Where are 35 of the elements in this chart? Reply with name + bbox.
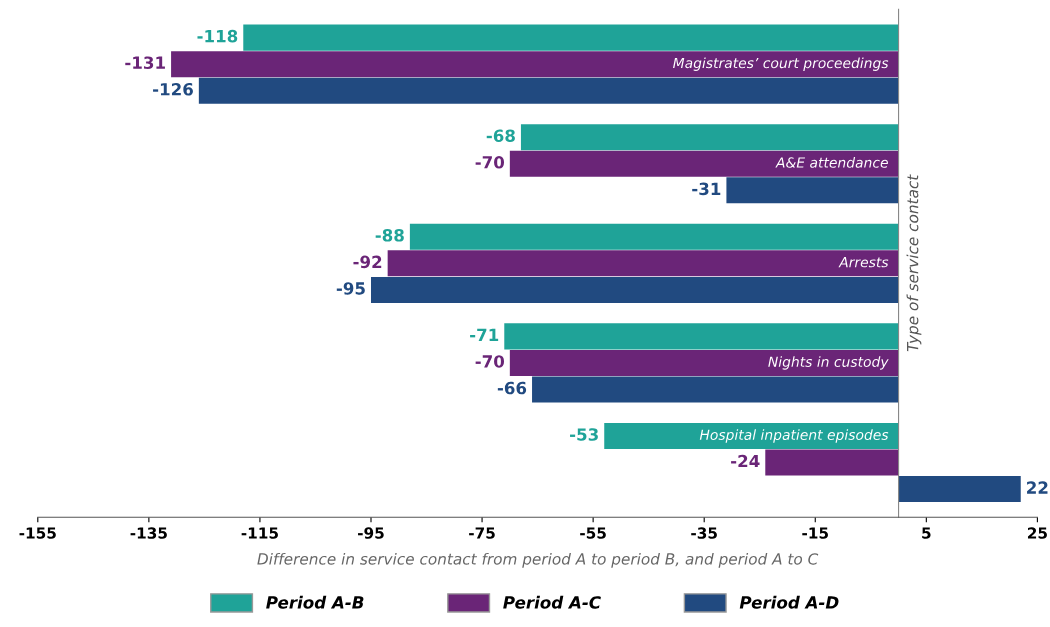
data-label: -71: [470, 328, 499, 341]
data-label: -53: [570, 428, 598, 441]
x-tick-label: -155: [19, 527, 56, 539]
x-tick-label: -15: [802, 527, 828, 539]
data-label: -68: [486, 129, 515, 143]
data-label: -24: [731, 454, 760, 468]
data-label: -131: [125, 56, 165, 70]
x-tick-label: -55: [580, 527, 606, 539]
data-label: -126: [153, 82, 193, 96]
y-tick-label: Magistrates’ court proceedings: [673, 57, 889, 71]
legend-label: Period A-C: [503, 595, 601, 609]
legend-label: Period A-D: [739, 595, 839, 609]
x-tick-label: -95: [358, 527, 384, 539]
x-tick-label: 5: [922, 527, 931, 539]
data-label: -70: [475, 355, 505, 368]
y-tick-label: Nights in custody: [768, 356, 889, 370]
data-label: -88: [375, 229, 404, 242]
data-label: -31: [692, 182, 721, 196]
x-tick-label: -75: [469, 527, 495, 539]
y-axis-title: Type of service contact: [906, 174, 922, 352]
data-label: -70: [475, 155, 505, 169]
data-label: -92: [353, 255, 382, 269]
x-tick-label: -35: [691, 527, 717, 539]
data-label: -95: [336, 282, 365, 295]
data-label: 22: [1027, 481, 1048, 494]
x-tick-label: -135: [130, 527, 167, 539]
data-label: -118: [197, 29, 238, 43]
y-tick-label: Arrests: [838, 257, 889, 268]
y-tick-label: Hospital inpatient episodes: [699, 429, 889, 443]
x-tick-label: 25: [1027, 527, 1047, 539]
x-tick-label: -115: [241, 527, 278, 539]
y-tick-label: A&E attendance: [775, 157, 888, 168]
legend-label: Period A-B: [266, 595, 364, 609]
x-axis-title: Difference in service contact from period A to period B, and period A to C: [257, 552, 819, 568]
data-label: -66: [497, 381, 527, 395]
